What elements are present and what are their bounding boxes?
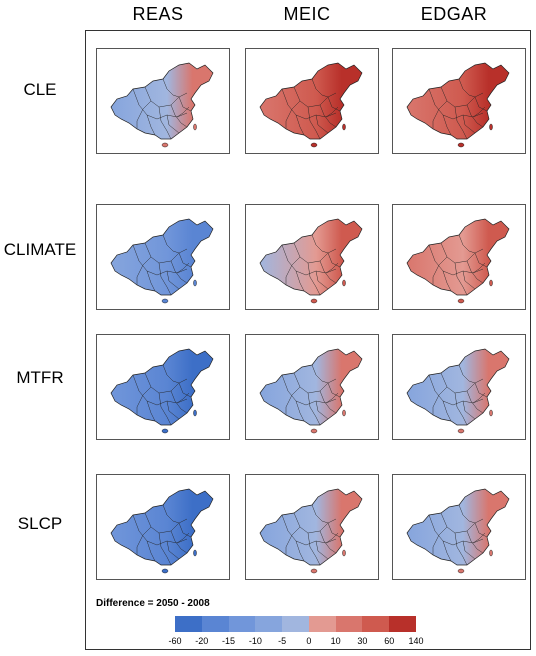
colorbar-cell	[389, 616, 417, 632]
map-panel-cle-reas	[96, 48, 230, 154]
map-panel-climate-reas	[96, 204, 230, 310]
row-header-mtfr: MTFR	[16, 368, 64, 387]
column-header-edgar: EDGAR	[420, 4, 488, 24]
china-map	[110, 62, 214, 148]
colorbar-tick-label: 140	[408, 636, 424, 646]
map-panel-cle-edgar	[392, 48, 526, 154]
colorbar-cell	[335, 616, 363, 632]
column-header-reas: REAS	[132, 4, 184, 24]
colorbar-tick-label: 60	[384, 636, 395, 646]
map-panel-cle-meic	[245, 48, 379, 154]
map-panel-slcp-edgar	[392, 474, 526, 580]
china-map	[259, 62, 363, 148]
china-map	[406, 62, 510, 148]
map-panel-slcp-meic	[245, 474, 379, 580]
colorbar-cell	[228, 616, 256, 632]
colorbar-tick-label: -15	[222, 636, 236, 646]
map-panel-climate-meic	[245, 204, 379, 310]
colorbar-cell	[175, 616, 202, 632]
colorbar-tick-label: -10	[248, 636, 262, 646]
china-map	[406, 218, 510, 304]
china-map	[406, 488, 510, 574]
colorbar-tick-label: 10	[330, 636, 341, 646]
map-panel-mtfr-meic	[245, 334, 379, 440]
legend-title: Difference = 2050 - 2008	[96, 598, 210, 609]
figure-frame	[85, 30, 531, 650]
colorbar-tick-label: -5	[278, 636, 287, 646]
colorbar-tick-label: -20	[195, 636, 209, 646]
map-panel-mtfr-reas	[96, 334, 230, 440]
colorbar-tick-label: 0	[306, 636, 312, 646]
row-header-slcp: SLCP	[17, 514, 63, 533]
china-map	[110, 488, 214, 574]
colorbar-cell	[308, 616, 336, 632]
colorbar-cell	[255, 616, 283, 632]
map-panel-mtfr-edgar	[392, 334, 526, 440]
china-map	[259, 488, 363, 574]
china-map	[406, 348, 510, 434]
china-map	[110, 348, 214, 434]
china-map	[259, 218, 363, 304]
colorbar-cell	[362, 616, 390, 632]
map-panel-slcp-reas	[96, 474, 230, 580]
colorbar-tick-label: -60	[168, 636, 182, 646]
colorbar-cell	[201, 616, 229, 632]
colorbar-cell	[282, 616, 309, 632]
colorbar	[175, 616, 417, 632]
row-header-climate: CLIMATE	[3, 240, 77, 259]
colorbar-tick-label: 30	[357, 636, 368, 646]
china-map	[259, 348, 363, 434]
china-map	[110, 218, 214, 304]
row-header-cle: CLE	[23, 80, 57, 99]
map-panel-climate-edgar	[392, 204, 526, 310]
column-header-meic: MEIC	[283, 4, 331, 24]
